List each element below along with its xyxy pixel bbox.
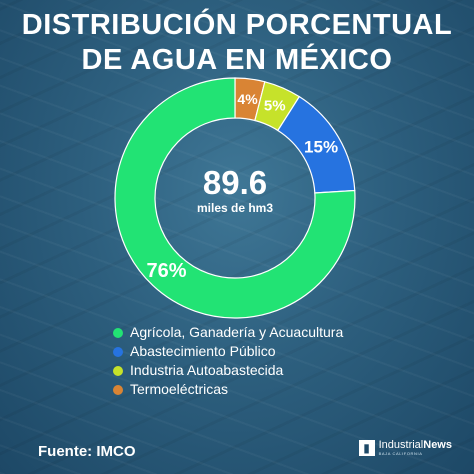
donut-slice-labels: 4% 5% 15% 76% xyxy=(147,91,339,282)
legend-label-agricola: Agrícola, Ganadería y Acuacultura xyxy=(130,324,344,340)
legend-dot-abastecimiento xyxy=(113,346,123,357)
legend-dot-termoelectricas xyxy=(113,384,123,395)
slice-agricola-label: 76% xyxy=(147,260,187,282)
legend-item-abastecimiento: Abastecimiento Público xyxy=(113,342,343,361)
chart-legend: Agrícola, Ganadería y Acuacultura Abaste… xyxy=(113,323,343,399)
legend-label-termoelectricas: Termoeléctricas xyxy=(130,381,229,397)
title-line-1: DISTRIBUCIÓN PORCENTUAL xyxy=(21,9,453,41)
industrialnews-logo-icon: ▮ xyxy=(358,440,375,456)
brand-tagline: BAJA CALIFORNIA xyxy=(378,451,423,456)
legend-dot-industria xyxy=(113,365,123,376)
brand-name-b: News xyxy=(423,439,452,451)
center-total-value: 89.6 xyxy=(203,164,267,201)
brand-text: IndustrialNews BAJA CALIFORNIA xyxy=(379,440,452,456)
source-note: Fuente: IMCO xyxy=(38,443,136,460)
legend-label-industria: Industria Autoabastecida xyxy=(130,362,284,378)
brand-name: IndustrialNews xyxy=(379,440,452,451)
center-total-unit: miles de hm3 xyxy=(197,201,273,215)
legend-label-abastecimiento: Abastecimiento Público xyxy=(130,343,276,359)
brand-name-a: Industrial xyxy=(378,439,424,451)
legend-item-termoelectricas: Termoeléctricas xyxy=(113,380,343,399)
legend-item-agricola: Agrícola, Ganadería y Acuacultura xyxy=(113,323,343,342)
title-line-2: DE AGUA EN MÉXICO xyxy=(81,44,393,76)
slice-industria-label: 5% xyxy=(264,98,286,115)
slice-agricola xyxy=(114,77,356,319)
brand-mark: ▮ IndustrialNews BAJA CALIFORNIA xyxy=(358,440,452,456)
chart-title: DISTRIBUCIÓN PORCENTUAL DE AGUA EN MÉXIC… xyxy=(0,8,474,78)
donut-slices xyxy=(114,77,356,319)
slice-termoelectricas-label: 4% xyxy=(237,91,258,107)
legend-dot-agricola xyxy=(113,327,123,338)
slice-abastecimiento-label: 15% xyxy=(304,138,338,157)
legend-item-industria: Industria Autoabastecida xyxy=(113,361,343,380)
